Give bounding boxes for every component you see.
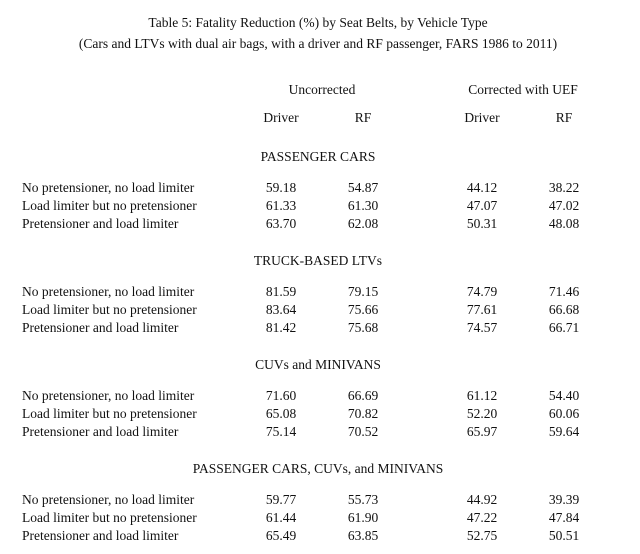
value-rf-corrected: 71.46 bbox=[548, 284, 580, 299]
column-header-row: Driver RF Driver RF bbox=[0, 109, 605, 127]
row-label: Load limiter but no pretensioner bbox=[22, 302, 197, 317]
value-driver-corrected: 50.31 bbox=[466, 216, 498, 231]
value-driver-corrected: 44.12 bbox=[466, 180, 498, 195]
value-driver-uncorrected: 59.77 bbox=[265, 492, 297, 507]
value-driver-uncorrected: 61.33 bbox=[265, 198, 297, 213]
value-driver-corrected: 77.61 bbox=[466, 302, 498, 317]
table-row: No pretensioner, no load limiter 81.59 7… bbox=[0, 283, 605, 301]
table-row: Pretensioner and load limiter 75.14 70.5… bbox=[0, 423, 605, 441]
value-rf-uncorrected: 70.52 bbox=[347, 424, 379, 439]
value-driver-corrected: 44.92 bbox=[466, 492, 498, 507]
value-rf-uncorrected: 54.87 bbox=[347, 180, 379, 195]
column-header-rf-corrected: RF bbox=[555, 110, 573, 125]
value-driver-uncorrected: 65.08 bbox=[265, 406, 297, 421]
value-rf-uncorrected: 75.68 bbox=[347, 320, 379, 335]
group-header-corrected-uef: Corrected with UEF bbox=[468, 82, 578, 97]
value-driver-corrected: 65.97 bbox=[466, 424, 498, 439]
value-driver-uncorrected: 59.18 bbox=[265, 180, 297, 195]
row-label: Pretensioner and load limiter bbox=[22, 424, 179, 439]
value-driver-uncorrected: 83.64 bbox=[265, 302, 297, 317]
row-label: No pretensioner, no load limiter bbox=[22, 388, 195, 403]
table-row: No pretensioner, no load limiter 71.60 6… bbox=[0, 387, 605, 405]
value-rf-uncorrected: 55.73 bbox=[347, 492, 379, 507]
value-driver-uncorrected: 81.42 bbox=[265, 320, 297, 335]
table-row: No pretensioner, no load limiter 59.77 5… bbox=[0, 491, 605, 509]
value-rf-uncorrected: 79.15 bbox=[347, 284, 379, 299]
value-rf-uncorrected: 63.85 bbox=[347, 528, 379, 543]
section-heading-passenger-cars: PASSENGER CARS bbox=[260, 149, 376, 164]
value-rf-corrected: 47.84 bbox=[548, 510, 580, 525]
value-driver-corrected: 52.75 bbox=[466, 528, 498, 543]
value-rf-uncorrected: 61.30 bbox=[347, 198, 379, 213]
table-caption: Table 5: Fatality Reduction (%) by Seat … bbox=[0, 0, 636, 54]
table-row: Pretensioner and load limiter 65.49 63.8… bbox=[0, 527, 605, 545]
value-rf-corrected: 60.06 bbox=[548, 406, 580, 421]
value-driver-corrected: 47.22 bbox=[466, 510, 498, 525]
value-rf-corrected: 66.71 bbox=[548, 320, 580, 335]
section-heading-cuvs-and-minivans: CUVs and MINIVANS bbox=[255, 357, 381, 372]
row-label: Pretensioner and load limiter bbox=[22, 216, 179, 231]
table-row: Load limiter but no pretensioner 61.33 6… bbox=[0, 197, 605, 215]
value-rf-corrected: 54.40 bbox=[548, 388, 580, 403]
table-row: Pretensioner and load limiter 63.70 62.0… bbox=[0, 215, 605, 233]
row-label: No pretensioner, no load limiter bbox=[22, 180, 195, 195]
value-driver-corrected: 47.07 bbox=[466, 198, 498, 213]
value-driver-corrected: 61.12 bbox=[466, 388, 498, 403]
value-rf-uncorrected: 75.66 bbox=[347, 302, 379, 317]
value-rf-uncorrected: 62.08 bbox=[347, 216, 379, 231]
row-label: No pretensioner, no load limiter bbox=[22, 492, 195, 507]
value-driver-corrected: 74.79 bbox=[466, 284, 498, 299]
column-header-rf-uncorrected: RF bbox=[354, 110, 372, 125]
section-heading-cars-cuvs-minivans: PASSENGER CARS, CUVs, and MINIVANS bbox=[192, 461, 444, 476]
group-header-uncorrected: Uncorrected bbox=[288, 82, 356, 97]
row-label: Load limiter but no pretensioner bbox=[22, 510, 197, 525]
value-driver-uncorrected: 61.44 bbox=[265, 510, 297, 525]
value-driver-uncorrected: 65.49 bbox=[265, 528, 297, 543]
value-driver-corrected: 74.57 bbox=[466, 320, 498, 335]
column-header-driver-corrected: Driver bbox=[464, 110, 500, 125]
value-driver-uncorrected: 63.70 bbox=[265, 216, 297, 231]
value-rf-corrected: 47.02 bbox=[548, 198, 580, 213]
table-title: Table 5: Fatality Reduction (%) by Seat … bbox=[148, 15, 488, 30]
section-heading-truck-based-ltvs: TRUCK-BASED LTVs bbox=[253, 253, 383, 268]
table-subtitle: (Cars and LTVs with dual air bags, with … bbox=[78, 36, 558, 51]
table-row: Load limiter but no pretensioner 61.44 6… bbox=[0, 509, 605, 527]
table-row: Load limiter but no pretensioner 83.64 7… bbox=[0, 301, 605, 319]
value-driver-corrected: 52.20 bbox=[466, 406, 498, 421]
table-row: No pretensioner, no load limiter 59.18 5… bbox=[0, 179, 605, 197]
value-rf-uncorrected: 66.69 bbox=[347, 388, 379, 403]
value-rf-corrected: 48.08 bbox=[548, 216, 580, 231]
row-label: Pretensioner and load limiter bbox=[22, 320, 179, 335]
value-driver-uncorrected: 81.59 bbox=[265, 284, 297, 299]
table-row: Load limiter but no pretensioner 65.08 7… bbox=[0, 405, 605, 423]
row-label: Pretensioner and load limiter bbox=[22, 528, 179, 543]
row-label: Load limiter but no pretensioner bbox=[22, 198, 197, 213]
row-label: No pretensioner, no load limiter bbox=[22, 284, 195, 299]
value-rf-corrected: 66.68 bbox=[548, 302, 580, 317]
value-rf-corrected: 50.51 bbox=[548, 528, 580, 543]
column-header-driver-uncorrected: Driver bbox=[263, 110, 299, 125]
value-rf-corrected: 59.64 bbox=[548, 424, 580, 439]
column-group-header-row: Uncorrected Corrected with UEF bbox=[0, 81, 605, 99]
value-rf-uncorrected: 70.82 bbox=[347, 406, 379, 421]
value-driver-uncorrected: 75.14 bbox=[265, 424, 297, 439]
value-rf-corrected: 39.39 bbox=[548, 492, 580, 507]
value-rf-uncorrected: 61.90 bbox=[347, 510, 379, 525]
value-driver-uncorrected: 71.60 bbox=[265, 388, 297, 403]
row-label: Load limiter but no pretensioner bbox=[22, 406, 197, 421]
value-rf-corrected: 38.22 bbox=[548, 180, 580, 195]
table-row: Pretensioner and load limiter 81.42 75.6… bbox=[0, 319, 605, 337]
